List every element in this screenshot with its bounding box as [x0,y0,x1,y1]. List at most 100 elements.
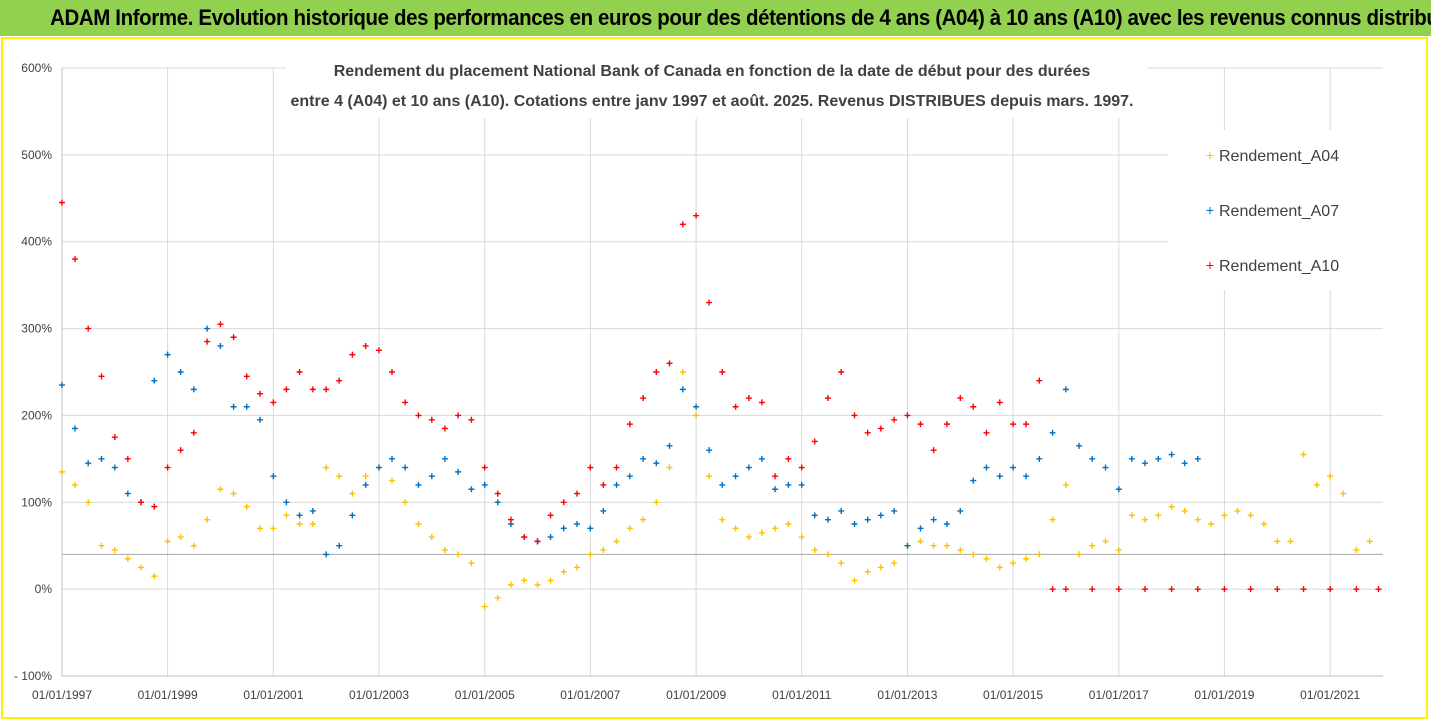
legend-label-a10: Rendement_A10 [1219,258,1339,275]
point-a10 [957,395,964,402]
point-a10 [574,490,581,497]
point-a10 [323,386,330,393]
y-tick-label: 300% [21,322,52,336]
data-points [59,199,1382,610]
point-a04 [190,542,197,549]
point-a04 [1366,538,1373,545]
point-a04 [930,542,937,549]
point-a04 [600,547,607,554]
point-a07 [1142,460,1149,467]
point-a10 [111,434,118,441]
point-a07 [640,455,647,462]
point-a10 [653,369,660,375]
point-a04 [1247,512,1254,519]
point-a04 [745,534,752,541]
point-a07 [758,455,765,462]
point-a10 [494,490,501,497]
point-a07 [98,455,105,462]
point-a10 [481,464,488,471]
point-a04 [85,499,92,506]
point-a04 [336,473,343,480]
x-tick-label: 01/01/2017 [1089,688,1149,702]
point-a10 [943,421,950,428]
x-tick-label: 01/01/2021 [1300,688,1360,702]
point-a07 [693,403,700,410]
point-a10 [402,399,409,406]
point-a07 [1128,455,1135,462]
point-a07 [296,512,303,519]
point-a07 [560,525,567,532]
point-a04 [402,499,409,506]
point-a10 [59,199,65,206]
point-a04 [415,521,422,527]
point-a07 [362,481,369,488]
point-a10 [626,421,633,428]
point-a04 [838,560,845,567]
point-a10 [428,416,435,423]
point-a07 [679,386,686,393]
point-a07 [283,499,290,506]
chart-title-background [286,50,1148,118]
point-a04 [547,577,554,584]
point-a07 [349,512,356,519]
point-a07 [204,325,211,332]
y-tick-label: 400% [21,235,52,249]
x-tick-label: 01/01/2013 [877,688,937,702]
point-a07 [1076,442,1083,449]
point-a10 [838,369,845,375]
point-a04 [1128,512,1135,519]
x-tick-label: 01/01/2001 [243,688,303,702]
point-a07 [151,377,158,384]
point-a10 [534,538,541,545]
legend-label-a04: Rendement_A04 [1219,148,1339,165]
point-a10 [124,455,131,462]
point-a07 [1023,473,1030,480]
point-a07 [124,490,131,497]
x-axis-ticks: 01/01/1997 01/01/1999 01/01/2001 01/01/2003… [32,688,1361,702]
point-a07 [1049,429,1056,436]
point-a04 [1049,516,1056,523]
point-a10 [758,399,765,406]
point-a04 [257,525,264,532]
point-a07 [732,473,739,480]
point-a04 [362,473,369,480]
point-a04 [230,490,237,497]
point-a04 [758,529,765,536]
point-a04 [468,560,475,567]
chart-title-line-2: entre 4 (A04) et 10 ans (A10). Cotations… [291,93,1134,110]
point-a10 [190,429,197,436]
point-a04 [785,521,792,527]
point-a04 [864,568,871,575]
point-a07 [1155,455,1162,462]
point-a07 [494,499,501,506]
point-a10 [1247,586,1254,593]
point-a04 [1102,538,1109,545]
y-tick-label: 100% [21,495,52,509]
point-a04 [1313,481,1320,488]
point-a10 [891,416,898,423]
point-a10 [72,256,79,263]
point-a04 [983,555,990,562]
series-a04 [59,369,1373,610]
x-tick-label: 01/01/1999 [138,688,198,702]
y-tick-label: 200% [21,408,52,422]
point-a04 [507,581,514,588]
point-a07 [481,481,488,488]
point-a04 [72,481,79,488]
point-a07 [177,369,184,375]
point-a10 [1115,586,1122,593]
point-a07 [72,425,79,432]
point-a04 [151,573,158,580]
point-a07 [851,521,858,527]
point-a07 [415,481,422,488]
point-a10 [455,412,462,419]
point-a07 [111,464,118,471]
point-a10 [560,499,567,506]
point-a04 [388,477,395,484]
point-a07 [613,481,620,488]
point-a07 [85,460,92,467]
point-a10 [1327,586,1334,593]
point-a07 [1181,460,1188,467]
point-a04 [1155,512,1162,519]
point-a10 [468,416,475,423]
